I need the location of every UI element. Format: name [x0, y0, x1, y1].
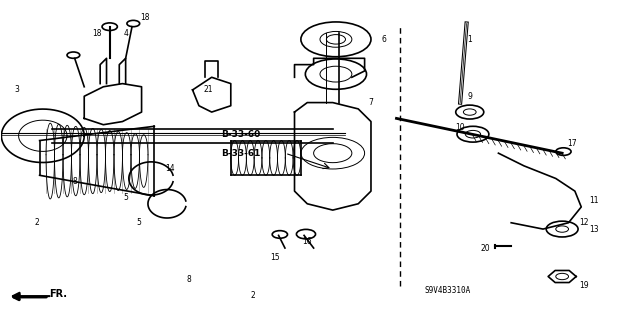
Text: 14: 14	[166, 165, 175, 174]
Text: 4: 4	[124, 28, 128, 38]
Text: 7: 7	[369, 98, 373, 107]
Text: 17: 17	[567, 139, 577, 148]
Text: B-33-60: B-33-60	[221, 130, 260, 139]
Text: 2: 2	[34, 218, 39, 227]
Text: 5: 5	[124, 193, 128, 202]
Text: 8: 8	[72, 177, 77, 186]
Text: FR.: FR.	[49, 289, 67, 299]
Text: S9V4B3310A: S9V4B3310A	[424, 286, 470, 295]
Text: 3: 3	[15, 85, 20, 94]
Text: 19: 19	[580, 281, 589, 291]
Text: 6: 6	[381, 35, 386, 44]
Text: 18: 18	[92, 28, 102, 38]
Text: 5: 5	[136, 218, 141, 227]
Text: 1: 1	[467, 35, 472, 44]
Text: 13: 13	[589, 225, 599, 234]
Text: 10: 10	[456, 123, 465, 132]
Text: 11: 11	[589, 196, 599, 205]
Text: 20: 20	[481, 243, 490, 253]
Text: 12: 12	[580, 218, 589, 227]
Text: 16: 16	[303, 237, 312, 246]
Text: 9: 9	[467, 92, 472, 101]
Text: 18: 18	[140, 13, 150, 22]
Text: 8: 8	[187, 275, 192, 284]
Text: 2: 2	[251, 291, 255, 300]
Text: 21: 21	[204, 85, 213, 94]
Text: 15: 15	[271, 253, 280, 262]
Text: B-33-61: B-33-61	[221, 149, 260, 158]
